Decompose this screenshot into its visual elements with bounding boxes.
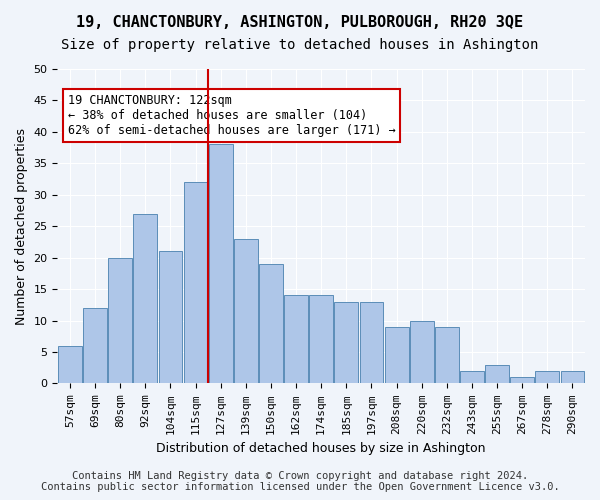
Bar	[284, 296, 308, 384]
Y-axis label: Number of detached properties: Number of detached properties	[15, 128, 28, 324]
Bar	[410, 320, 434, 384]
Bar	[184, 182, 208, 384]
Bar	[510, 377, 534, 384]
Bar	[460, 371, 484, 384]
Bar	[359, 302, 383, 384]
Bar	[485, 364, 509, 384]
Bar	[158, 252, 182, 384]
Bar	[385, 327, 409, 384]
Bar	[334, 302, 358, 384]
Bar	[309, 296, 333, 384]
Bar	[133, 214, 157, 384]
Bar	[259, 264, 283, 384]
Text: 19 CHANCTONBURY: 122sqm
← 38% of detached houses are smaller (104)
62% of semi-d: 19 CHANCTONBURY: 122sqm ← 38% of detache…	[68, 94, 396, 137]
Bar	[108, 258, 132, 384]
Bar	[560, 371, 584, 384]
Bar	[535, 371, 559, 384]
Bar	[83, 308, 107, 384]
Text: 19, CHANCTONBURY, ASHINGTON, PULBOROUGH, RH20 3QE: 19, CHANCTONBURY, ASHINGTON, PULBOROUGH,…	[76, 15, 524, 30]
Text: Size of property relative to detached houses in Ashington: Size of property relative to detached ho…	[61, 38, 539, 52]
Text: Contains HM Land Registry data © Crown copyright and database right 2024.
Contai: Contains HM Land Registry data © Crown c…	[41, 471, 559, 492]
Bar	[209, 144, 233, 384]
Bar	[58, 346, 82, 384]
X-axis label: Distribution of detached houses by size in Ashington: Distribution of detached houses by size …	[157, 442, 486, 455]
Bar	[435, 327, 459, 384]
Bar	[234, 239, 258, 384]
